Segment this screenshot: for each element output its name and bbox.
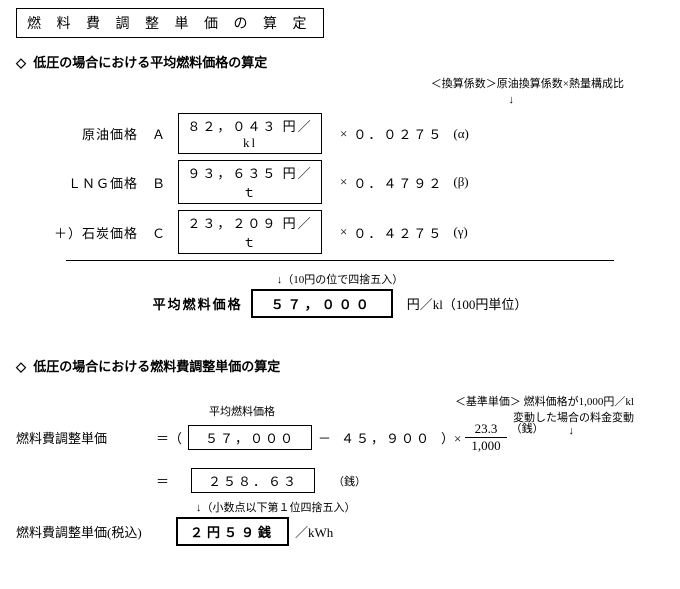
times-icon: × bbox=[340, 174, 347, 190]
val-c-box: ２５８．６３ bbox=[191, 468, 315, 493]
avg-fuel-value: ５７，０００ bbox=[251, 289, 393, 318]
equals-open-paren: ＝（ bbox=[156, 428, 182, 447]
times-icon: × bbox=[340, 224, 347, 240]
fuel-row-coal: ＋）石炭価格 Ｃ ２３，２０９ 円／ｔ × ０．４２７５ (γ) bbox=[16, 210, 664, 254]
arrow-down-icon: ↓ bbox=[569, 425, 575, 437]
val-a-box: ５７，０００ bbox=[188, 425, 312, 450]
crude-coef: ０．０２７５ bbox=[353, 124, 443, 143]
alpha-label: (α) bbox=[453, 126, 468, 142]
frac-numerator: 23.3 bbox=[475, 421, 498, 436]
times-icon: × bbox=[340, 126, 347, 142]
lng-coef: ０．４７９２ bbox=[353, 173, 443, 192]
close-paren-times: ）× bbox=[441, 428, 461, 447]
minus-sign: － bbox=[318, 428, 331, 447]
section1-heading-text: 低圧の場合における平均燃料価格の算定 bbox=[33, 55, 267, 70]
diamond-icon: ◇ bbox=[16, 359, 26, 375]
base-price-note-1: ＜基準単価＞ 燃料価格が1,000円／kl bbox=[455, 396, 634, 408]
crude-value-box: ８２，０４３ 円／kl bbox=[178, 113, 322, 154]
round-note-2: ↓（小数点以下第１位四捨五入） bbox=[196, 499, 664, 515]
coal-coef: ０．４２７５ bbox=[353, 223, 443, 242]
beta-label: (β) bbox=[453, 174, 468, 190]
sen-unit-2: （銭） bbox=[333, 473, 366, 489]
sen-unit-1: （銭） bbox=[511, 420, 544, 436]
horizontal-rule bbox=[66, 260, 614, 261]
final-unit: ／kWh bbox=[295, 522, 333, 541]
conversion-note: ＜換算係数＞原油換算係数×熱量構成比 bbox=[431, 78, 624, 90]
adj-price-label: 燃料費調整単価 bbox=[16, 428, 156, 447]
lng-label: ＬＮＧ価格 Ｂ bbox=[16, 173, 166, 192]
section2-heading: ◇ 低圧の場合における燃料費調整単価の算定 bbox=[16, 356, 664, 375]
fraction: 23.3 1,000 bbox=[465, 421, 506, 454]
coal-value-box: ２３，２０９ 円／ｔ bbox=[178, 210, 322, 254]
avg-fuel-unit: 円／kl（100円単位） bbox=[407, 294, 528, 313]
round-note-1: ↓（10円の位で四捨五入） bbox=[16, 271, 664, 287]
adj-price-tax-label: 燃料費調整単価(税込) bbox=[16, 522, 176, 541]
section1-heading: ◇ 低圧の場合における平均燃料価格の算定 bbox=[16, 52, 664, 71]
arrow-down-icon: ↓ bbox=[509, 94, 515, 106]
fuel-row-crude: 原油価格 Ａ ８２，０４３ 円／kl × ０．０２７５ (α) bbox=[16, 113, 664, 154]
diamond-icon: ◇ bbox=[16, 55, 26, 71]
frac-denominator: 1,000 bbox=[465, 438, 506, 454]
section2-heading-text: 低圧の場合における燃料費調整単価の算定 bbox=[33, 359, 280, 374]
gamma-label: (γ) bbox=[453, 224, 467, 240]
val-b: ４５，９００ bbox=[341, 428, 431, 447]
coal-label: ＋）石炭価格 Ｃ bbox=[16, 223, 166, 242]
equals-sign: ＝ bbox=[156, 471, 169, 490]
crude-label: 原油価格 Ａ bbox=[16, 124, 166, 143]
lng-value-box: ９３，６３５ 円／ｔ bbox=[178, 160, 322, 204]
fuel-row-lng: ＬＮＧ価格 Ｂ ９３，６３５ 円／ｔ × ０．４７９２ (β) bbox=[16, 160, 664, 204]
final-value-box: ２円５９銭 bbox=[176, 517, 289, 546]
page-title: 燃 料 費 調 整 単 価 の 算 定 bbox=[16, 8, 324, 38]
avg-fuel-label: 平均燃料価格 bbox=[153, 294, 243, 313]
